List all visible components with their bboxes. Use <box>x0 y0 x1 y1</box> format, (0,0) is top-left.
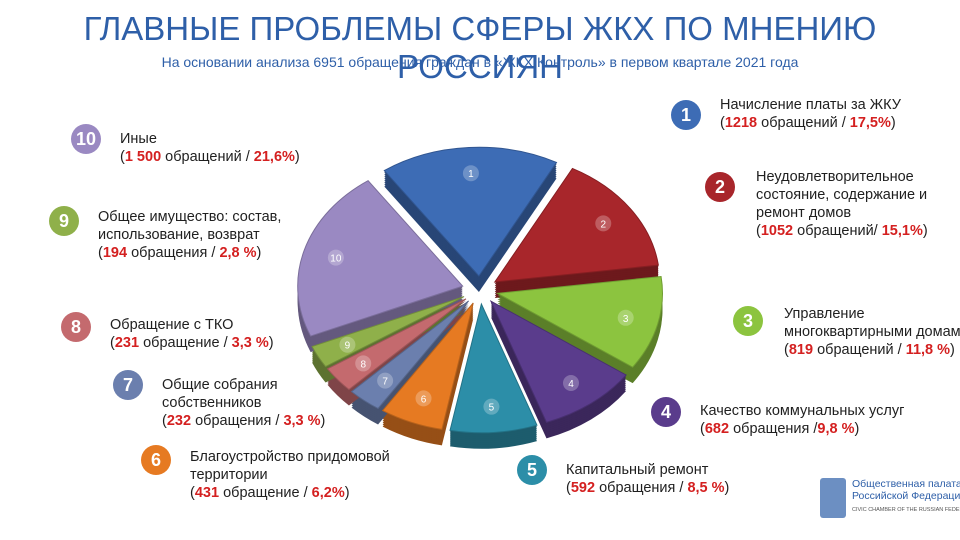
legend-badge: 9 <box>49 206 79 236</box>
legend-item: Иные (1 500 обращений / 21,6%) <box>120 130 340 166</box>
slice <box>297 180 464 337</box>
logo: Общественная палата Российской Федерации… <box>852 478 960 516</box>
slice-number-bg <box>483 398 500 415</box>
legend-label: Общее имущество: состав, использование, … <box>98 209 282 243</box>
slice-number: 4 <box>568 379 574 390</box>
slice <box>350 300 469 410</box>
slice <box>493 167 659 283</box>
slice-number: 9 <box>345 341 351 352</box>
legend-item: Общее имущество: состав, использование, … <box>98 208 298 262</box>
legend-badge: 5 <box>517 455 547 485</box>
legend-value: (592 обращения / 8,5 %) <box>566 480 730 496</box>
legend-item: Обращение с ТКО (231 обращение / 3,3 %) <box>110 316 310 352</box>
legend-badge: 4 <box>651 397 681 427</box>
slice-number-bg <box>595 215 612 232</box>
logo-name: Общественная палата Российской Федерации <box>852 478 960 502</box>
legend-badge: 1 <box>671 100 701 130</box>
legend-label: Управление многоквартирными домами <box>784 306 960 340</box>
slice <box>489 300 627 423</box>
slice-number: 1 <box>468 169 474 180</box>
legend-value: (231 обращение / 3,3 %) <box>110 335 274 351</box>
subtitle: На основании анализа 6951 обращения граж… <box>161 54 799 70</box>
slice-number: 2 <box>600 219 606 230</box>
legend-item: Начисление платы за ЖКУ (1218 обращений /… <box>720 96 940 132</box>
legend-label: Иные <box>120 131 157 147</box>
slice <box>311 296 465 368</box>
slice <box>449 302 538 434</box>
slice-number: 8 <box>360 359 366 370</box>
legend-value: (232 обращения / 3,3 %) <box>162 413 326 429</box>
slice-number: 7 <box>382 377 388 388</box>
legend-value: (1052 обращений/ 15,1%) <box>756 223 928 239</box>
logo-icon <box>820 478 846 518</box>
slice-number-bg <box>462 165 479 182</box>
legend-item: Благоустройство придомовой территории (43… <box>190 448 430 502</box>
legend-label: Качество коммунальных услуг <box>700 403 905 419</box>
slice-number-bg <box>327 249 344 266</box>
slice-number-bg <box>562 375 579 392</box>
slice-number: 3 <box>623 314 629 325</box>
slice-number-bg <box>355 355 372 372</box>
legend-label: Общие собрания собственников <box>162 377 278 411</box>
legend-value: (1 500 обращений / 21,6%) <box>120 149 300 165</box>
legend-value: (819 обращений / 11,8 %) <box>784 342 955 358</box>
slice-number-bg <box>415 390 432 407</box>
legend-item: Общие собрания собственников (232 обращен… <box>162 376 362 430</box>
legend-badge: 10 <box>71 124 101 154</box>
legend-item: Капитальный ремонт (592 обращения / 8,5 %… <box>566 461 766 497</box>
legend-value: (194 обращения / 2,8 %) <box>98 245 262 261</box>
title: ГЛАВНЫЕ ПРОБЛЕМЫ СФЕРЫ ЖКХ ПО МНЕНИЮ РОС… <box>83 10 877 85</box>
slice-number: 6 <box>421 394 427 405</box>
legend-item: Управление многоквартирными домами (819 о… <box>784 305 960 359</box>
legend-value: (431 обращение / 6,2%) <box>190 485 350 501</box>
legend-item: Качество коммунальных услуг (682 обращени… <box>700 402 950 438</box>
logo-name-en: CIVIC CHAMBER OF THE RUSSIAN FEDERATION <box>852 507 960 513</box>
slice <box>381 302 474 430</box>
legend-item: Неудовлетворительное состояние, содержан… <box>756 168 956 240</box>
legend-label: Благоустройство придомовой территории <box>190 449 390 483</box>
legend-label: Начисление платы за ЖКУ <box>720 97 901 113</box>
pie-slices: 1 2 3 4 5 6 7 89 10 <box>297 146 663 449</box>
legend-value: (1218 обращений / 17,5%) <box>720 115 896 131</box>
slice-number: 10 <box>330 254 342 265</box>
slice-number-bg <box>617 309 634 326</box>
legend-label: Обращение с ТКО <box>110 317 234 333</box>
slice-number: 5 <box>489 403 495 414</box>
legend-badge: 8 <box>61 312 91 342</box>
slice <box>495 275 663 368</box>
legend-badge: 2 <box>705 172 735 202</box>
slice <box>383 146 558 277</box>
slice-number-bg <box>377 372 394 389</box>
slice <box>326 298 467 391</box>
legend-label: Неудовлетворительное состояние, содержан… <box>756 169 928 221</box>
legend-badge: 6 <box>141 445 171 475</box>
legend-label: Капитальный ремонт <box>566 462 709 478</box>
legend-badge: 3 <box>733 306 763 336</box>
legend-value: (682 обращения /9,8 %) <box>700 421 860 437</box>
legend-badge: 7 <box>113 370 143 400</box>
slice-number-bg <box>339 336 356 353</box>
